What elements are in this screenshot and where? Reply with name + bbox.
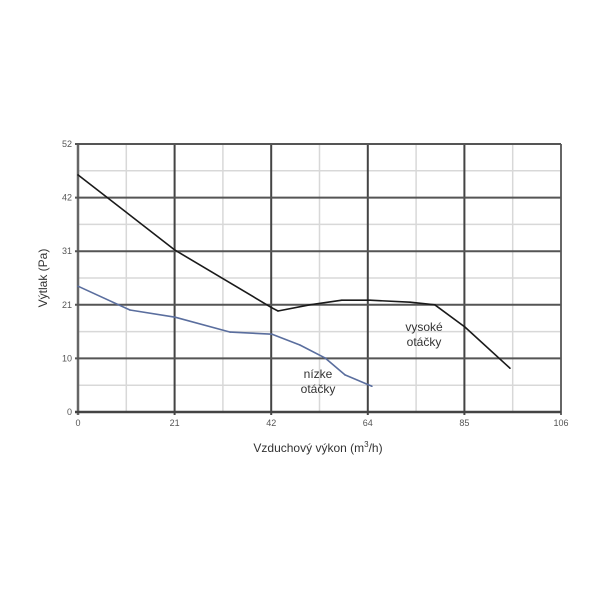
y-tick-label: 31 bbox=[62, 246, 72, 256]
data-point bbox=[341, 299, 343, 301]
data-point bbox=[271, 333, 273, 335]
x-tick-label: 85 bbox=[459, 418, 469, 428]
y-tick-label: 42 bbox=[62, 193, 72, 203]
data-point bbox=[309, 304, 311, 306]
data-point bbox=[371, 385, 373, 388]
data-point bbox=[369, 299, 371, 301]
x-tick-label: 64 bbox=[363, 418, 373, 428]
y-axis-label: Výtlak (Pa) bbox=[36, 249, 50, 308]
data-point bbox=[271, 307, 273, 309]
y-tick-label: 52 bbox=[62, 139, 72, 149]
data-point bbox=[409, 301, 411, 304]
data-point bbox=[464, 326, 466, 328]
data-point bbox=[77, 285, 79, 288]
data-point bbox=[277, 310, 279, 312]
grid bbox=[75, 143, 562, 415]
data-point bbox=[509, 367, 511, 369]
x-tick-label: 0 bbox=[75, 418, 80, 428]
x-axis-label: Vzduchový výkon (m3/h) bbox=[253, 440, 382, 455]
data-point bbox=[344, 374, 346, 376]
series-label-low: nízke otáčky bbox=[301, 367, 336, 396]
x-tick-label: 21 bbox=[170, 418, 180, 428]
data-point bbox=[77, 174, 79, 176]
data-point bbox=[299, 344, 301, 346]
data-point bbox=[229, 331, 231, 333]
series-line-high-speed bbox=[77, 174, 511, 369]
data-point bbox=[174, 316, 176, 318]
tick-labels: 0 21 42 64 85 106 0 10 21 31 42 52 bbox=[62, 139, 569, 428]
y-tick-label: 0 bbox=[67, 407, 72, 417]
x-tick-label: 42 bbox=[266, 418, 276, 428]
data-point bbox=[129, 309, 131, 311]
data-point bbox=[324, 357, 326, 359]
data-point bbox=[174, 249, 176, 251]
series-lines bbox=[77, 174, 511, 388]
x-tick-label: 106 bbox=[553, 418, 568, 428]
y-tick-label: 10 bbox=[62, 353, 72, 363]
y-tick-label: 21 bbox=[62, 300, 72, 310]
data-point bbox=[433, 304, 436, 306]
series-label-high: vysoké otáčky bbox=[405, 320, 443, 349]
